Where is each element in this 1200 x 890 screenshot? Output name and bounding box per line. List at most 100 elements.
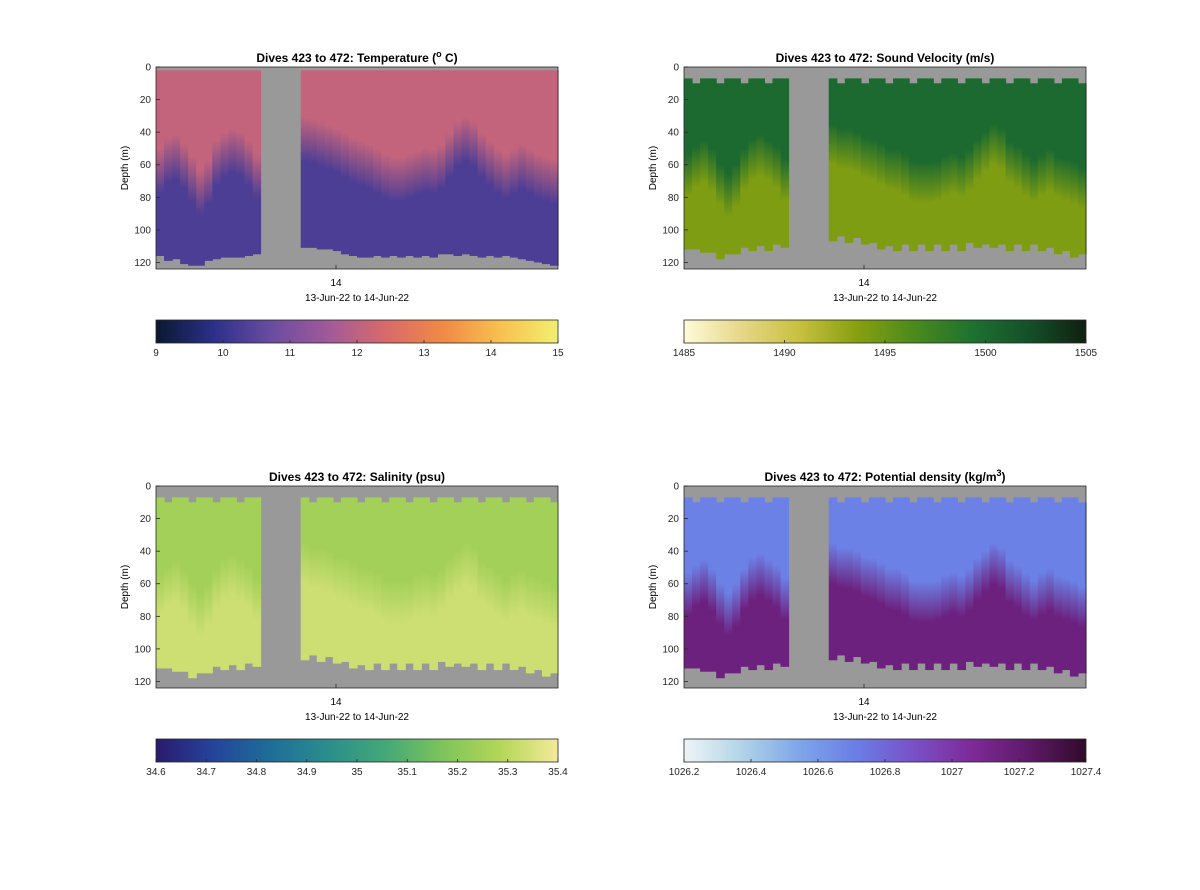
dive-profile: [517, 70, 527, 260]
dive-profile: [941, 78, 950, 252]
y-tick-label: 20: [140, 514, 152, 525]
x-tick-label: 14: [858, 697, 870, 708]
dive-profile: [876, 497, 886, 669]
x-tick-label: 14: [858, 278, 870, 289]
colorbar-tick-label: 1026.6: [803, 767, 834, 778]
y-axis-label: Depth (m): [120, 146, 131, 190]
sound-velocity-panel: Dives 423 to 472: Sound Velocity (m/s) D…: [648, 51, 1098, 359]
dive-profile: [925, 78, 934, 252]
y-tick-label: 0: [145, 63, 151, 74]
dive-profile: [933, 502, 942, 664]
dive-profile: [373, 70, 382, 256]
dive-profile: [397, 497, 406, 671]
dive-profile: [405, 502, 414, 664]
dive-profile: [1077, 502, 1087, 674]
colorbar-tick-label: 1495: [874, 348, 897, 359]
dive-profile: [180, 497, 189, 672]
dive-profile: [756, 497, 765, 666]
y-tick-label: 80: [140, 612, 152, 623]
y-axis-label: Depth (m): [648, 565, 659, 609]
dive-profile: [316, 70, 326, 250]
dive-profile: [517, 497, 527, 667]
dive-profile: [764, 502, 774, 671]
y-tick-label: 100: [134, 225, 151, 236]
dive-profile: [1045, 497, 1055, 667]
dive-profile: [236, 70, 246, 258]
dive-profile: [236, 502, 246, 671]
colorbar-tick-label: 14: [485, 348, 497, 359]
dive-profile: [244, 497, 254, 664]
dive-profile: [828, 78, 838, 242]
dive-profile: [860, 502, 870, 664]
dive-profile: [533, 70, 543, 263]
dive-profile: [413, 70, 422, 258]
y-tick-label: 40: [668, 547, 680, 558]
plot-frame: [155, 485, 559, 689]
dive-profile: [252, 70, 262, 255]
colorbar-tick-label: 1027.2: [1004, 767, 1035, 778]
dive-profile: [764, 83, 774, 252]
x-axis-label: 13-Jun-22 to 14-Jun-22: [305, 293, 409, 304]
y-tick-label: 100: [662, 225, 679, 236]
dive-profile: [204, 497, 213, 674]
dive-profile: [445, 497, 455, 667]
panel-title: Dives 423 to 472: Salinity (psu): [269, 470, 445, 484]
dive-profile: [933, 83, 942, 245]
dive-profile: [340, 70, 350, 255]
dive-profile: [1053, 83, 1063, 255]
dive-profile: [228, 497, 237, 666]
plot-frame: [155, 66, 559, 270]
dive-profile: [509, 70, 519, 258]
colorbar-tick-label: 10: [217, 348, 229, 359]
dive-profile: [909, 83, 918, 252]
dive-profile: [381, 70, 390, 258]
dive-profile: [949, 78, 958, 245]
dive-profile: [901, 497, 910, 664]
dive-profile: [724, 497, 733, 674]
dive-profile: [981, 502, 991, 664]
dive-profile: [1005, 83, 1015, 252]
dive-profile: [405, 70, 414, 256]
dive-profile: [389, 497, 398, 664]
dive-profile: [493, 70, 503, 258]
dive-profile: [453, 70, 463, 256]
dive-profile: [1029, 502, 1039, 664]
colorbar-tick-label: 35: [351, 767, 363, 778]
dive-profile: [172, 497, 181, 672]
x-axis-label: 13-Jun-22 to 14-Jun-22: [833, 712, 937, 723]
dive-profile: [164, 70, 173, 261]
dive-profile: [525, 502, 535, 674]
dive-profile: [461, 70, 471, 255]
y-tick-label: 20: [668, 95, 680, 106]
colorbar-tick-label: 11: [285, 348, 296, 359]
dive-profile: [308, 502, 318, 656]
dive-profile: [852, 78, 862, 239]
colorbar-tick-label: 34.9: [297, 767, 317, 778]
dive-profile: [477, 70, 487, 258]
colorbar-tick-label: 1500: [974, 348, 997, 359]
dive-profile: [324, 497, 334, 658]
y-tick-label: 60: [668, 160, 680, 171]
dive-profile: [461, 497, 471, 667]
dive-profile: [949, 497, 958, 664]
dive-profile: [957, 502, 966, 671]
dive-profile: [925, 497, 934, 671]
colorbar-tick-label: 35.2: [448, 767, 468, 778]
dive-profile: [885, 502, 894, 666]
dive-profile: [300, 70, 310, 248]
dive-profile: [228, 70, 237, 258]
dive-profile: [836, 83, 846, 237]
x-tick-label: 14: [330, 278, 342, 289]
y-tick-label: 80: [140, 193, 152, 204]
dive-profile: [421, 70, 430, 256]
dive-profile: [501, 502, 511, 664]
dive-profile: [365, 497, 374, 671]
dive-profile: [445, 70, 455, 255]
dive-profile: [700, 78, 709, 253]
dive-profile: [429, 70, 438, 258]
dive-profile: [413, 497, 422, 671]
dive-profile: [204, 70, 213, 261]
dive-profile: [965, 78, 975, 243]
y-axis-label: Depth (m): [120, 565, 131, 609]
dive-profile: [220, 70, 229, 258]
